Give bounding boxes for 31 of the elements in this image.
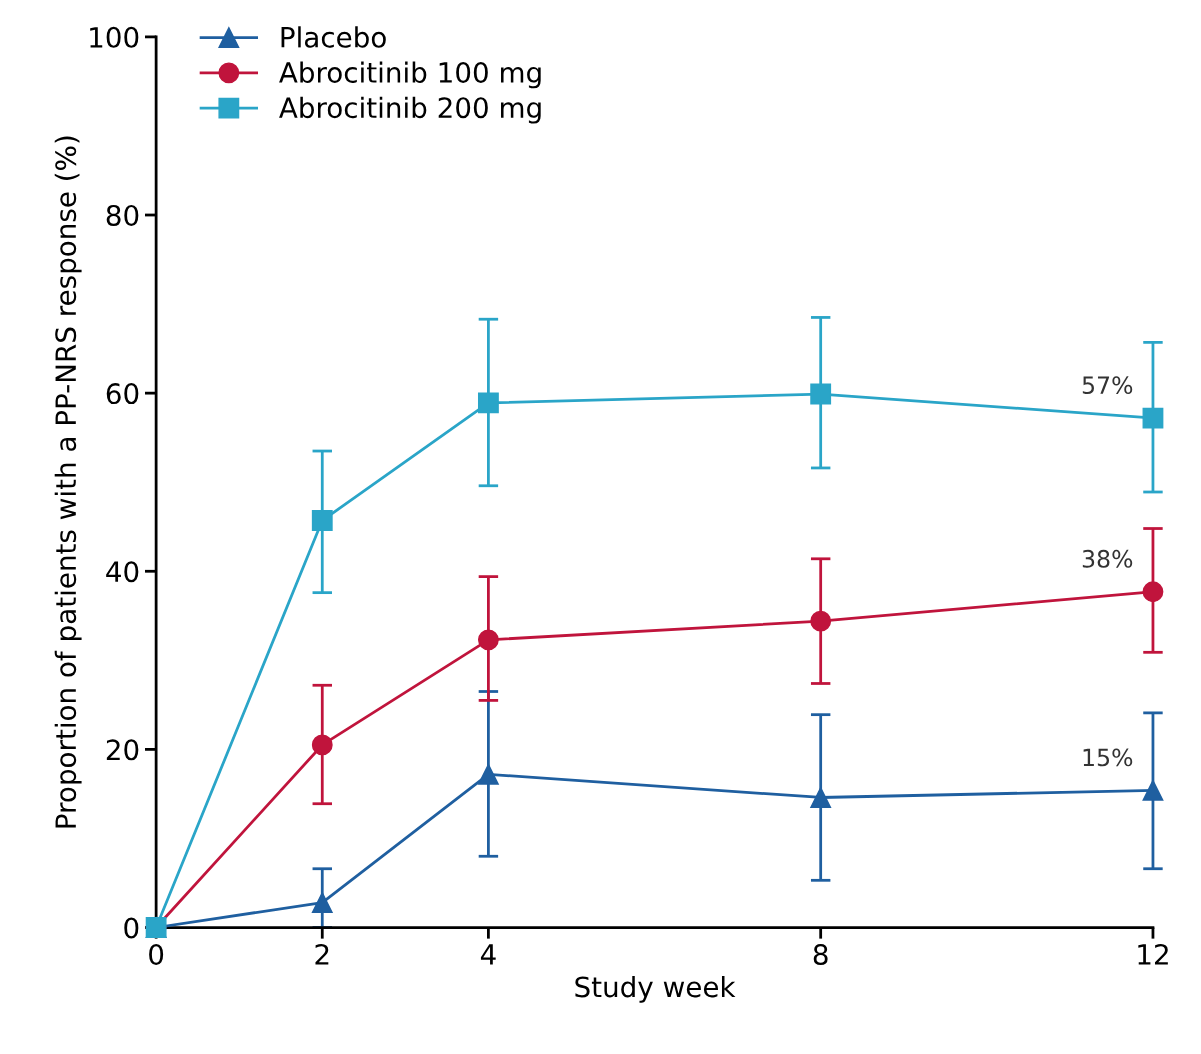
x-tick-label: 4 [480, 944, 496, 965]
annotation: 57% [1082, 376, 1133, 395]
x-tick-label: 12 [1138, 943, 1168, 965]
point [810, 787, 832, 808]
point [477, 392, 499, 414]
y-tick-label: 20 [106, 739, 139, 761]
legend-label: Placebo [281, 26, 386, 48]
point [810, 610, 832, 632]
point [311, 734, 333, 756]
x-axis-title: Study week [575, 975, 736, 1003]
annotation: 15% [1083, 748, 1133, 767]
point [311, 510, 333, 531]
point [477, 629, 499, 651]
y-tick-label: 40 [106, 561, 139, 583]
point [1142, 407, 1164, 429]
point [1142, 779, 1164, 801]
y-tick-label: 0 [124, 917, 139, 939]
annotation: 38% [1082, 549, 1133, 568]
point [311, 892, 333, 913]
point [1142, 581, 1164, 603]
legend-label: Abrocitinib 200 mg [279, 96, 541, 124]
y-tick-label: 60 [106, 383, 139, 405]
y-axis-title: Proportion of patients with a PP-NRS response (%) [54, 136, 82, 828]
x-tick-label: 2 [315, 943, 329, 965]
x-tick-label: 8 [813, 943, 828, 965]
x-tick-label: 0 [149, 943, 164, 965]
point [810, 383, 832, 405]
y-tick-label: 100 [90, 26, 139, 48]
y-tick-label: 80 [106, 204, 139, 226]
point [477, 763, 499, 785]
legend-label: Abrocitinib 100 mg [279, 61, 541, 89]
